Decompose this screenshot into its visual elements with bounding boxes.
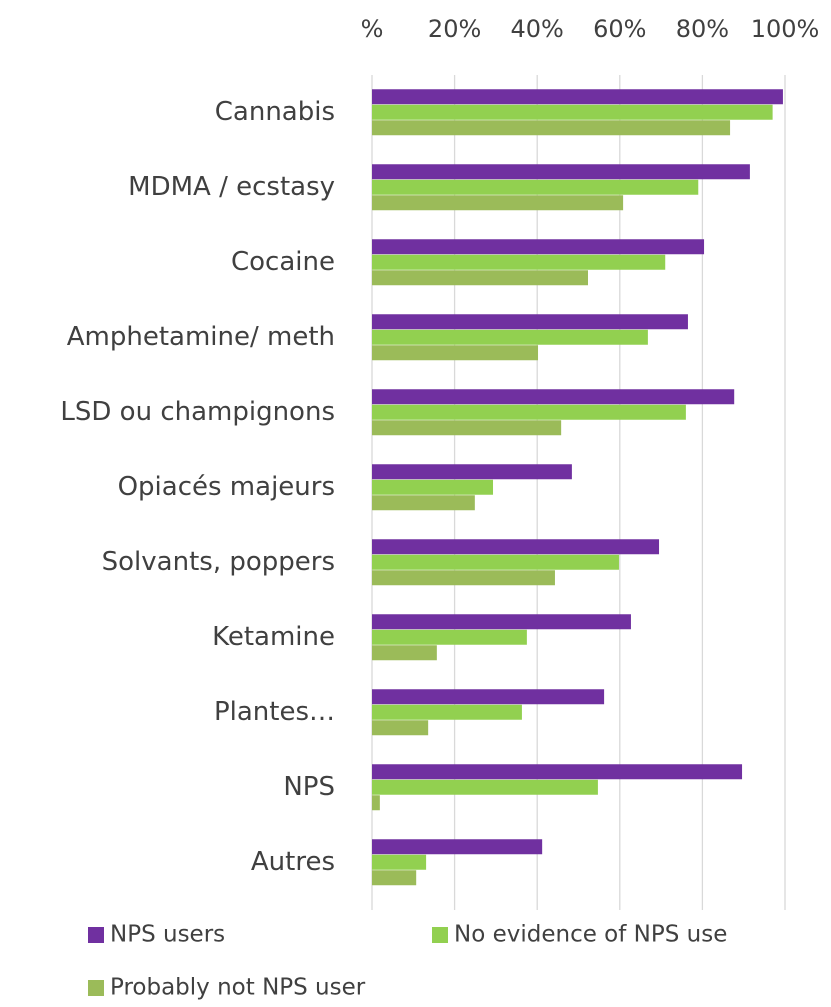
bar xyxy=(372,839,543,855)
x-tick-label: % xyxy=(361,15,384,43)
bar xyxy=(372,120,731,136)
y-tick-label: Autres xyxy=(251,847,335,877)
bar xyxy=(372,870,417,886)
bar xyxy=(372,795,380,811)
bar xyxy=(372,254,666,270)
bar xyxy=(372,464,572,480)
y-tick-label: MDMA / ecstasy xyxy=(128,172,335,202)
bar xyxy=(372,779,598,795)
y-tick-label: Amphetamine/ meth xyxy=(67,322,335,352)
bar xyxy=(372,479,494,495)
bar xyxy=(372,270,588,286)
x-tick-label: 60% xyxy=(593,15,646,43)
bar xyxy=(372,420,562,436)
bar xyxy=(372,345,539,361)
bar xyxy=(372,404,686,420)
bar xyxy=(372,764,743,780)
bar xyxy=(372,645,437,661)
x-tick-label: 80% xyxy=(676,15,729,43)
y-tick-label: Opiacés majeurs xyxy=(118,472,335,502)
legend-swatch xyxy=(432,927,448,943)
bar xyxy=(372,704,522,720)
y-tick-label: Cocaine xyxy=(231,247,335,277)
bar xyxy=(372,195,624,211)
y-tick-label: Solvants, poppers xyxy=(102,547,335,577)
bar xyxy=(372,314,688,330)
y-tick-label: NPS xyxy=(283,772,335,802)
x-tick-label: 100% xyxy=(751,15,820,43)
y-tick-label: Ketamine xyxy=(212,622,335,652)
bar xyxy=(372,89,783,105)
bar xyxy=(372,495,475,511)
bar xyxy=(372,164,750,180)
bar xyxy=(372,689,605,705)
x-tick-label: 20% xyxy=(428,15,481,43)
legend-swatch xyxy=(88,927,104,943)
bar xyxy=(372,329,648,345)
legend-label: NPS users xyxy=(110,922,225,948)
bar xyxy=(372,614,631,630)
y-tick-label: Plantes… xyxy=(214,697,335,727)
bar xyxy=(372,389,735,405)
legend-swatch xyxy=(88,980,104,996)
bar xyxy=(372,539,660,555)
legend-label: Probably not NPS user xyxy=(110,975,366,1001)
y-tick-label: Cannabis xyxy=(215,97,335,127)
legend-label: No evidence of NPS use xyxy=(454,922,727,948)
bar xyxy=(372,570,555,586)
bar xyxy=(372,629,527,645)
bar xyxy=(372,854,427,870)
y-tick-label: LSD ou champignons xyxy=(60,397,335,427)
bar xyxy=(372,720,429,736)
bar xyxy=(372,554,619,570)
bar xyxy=(372,239,705,255)
x-tick-label: 40% xyxy=(511,15,564,43)
bar xyxy=(372,104,773,120)
bar xyxy=(372,179,699,195)
